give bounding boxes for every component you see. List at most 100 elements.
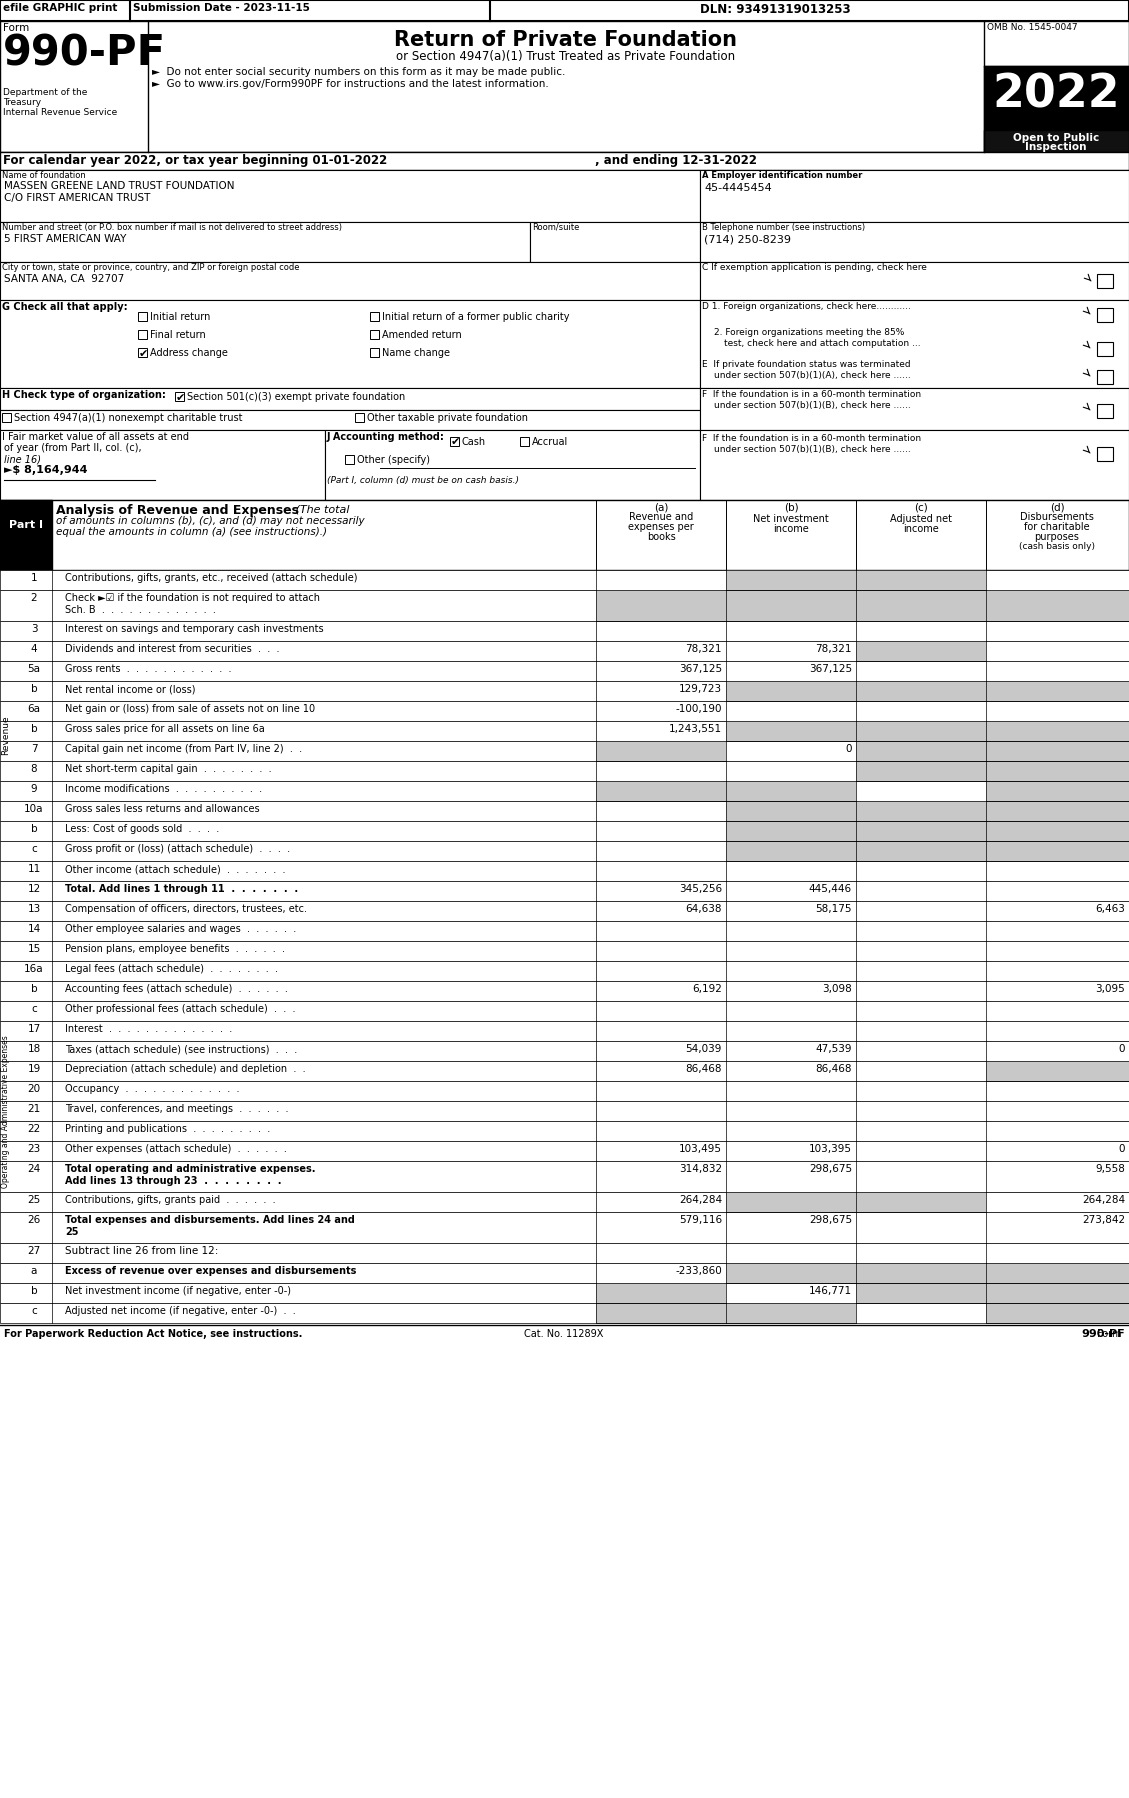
Bar: [726, 570, 856, 590]
Text: 10a: 10a: [24, 804, 44, 814]
Bar: [726, 1304, 856, 1323]
Text: 19: 19: [27, 1064, 41, 1073]
Text: c: c: [32, 1003, 37, 1014]
Bar: [325, 430, 700, 500]
Text: income: income: [773, 523, 808, 534]
Text: 367,125: 367,125: [679, 663, 723, 674]
Text: Other expenses (attach schedule)  .  .  .  .  .  .: Other expenses (attach schedule) . . . .…: [65, 1144, 287, 1154]
Bar: [726, 721, 856, 741]
Text: 26: 26: [27, 1215, 41, 1224]
Text: B Telephone number (see instructions): B Telephone number (see instructions): [702, 223, 865, 232]
Text: 20: 20: [27, 1084, 41, 1093]
Text: 12: 12: [27, 885, 41, 894]
Bar: [986, 1262, 1129, 1284]
Bar: [856, 1192, 986, 1212]
Text: b: b: [30, 823, 37, 834]
Text: Final return: Final return: [150, 331, 205, 340]
Bar: [0, 921, 1129, 940]
Text: Net short-term capital gain  .  .  .  .  .  .  .  .: Net short-term capital gain . . . . . . …: [65, 764, 272, 773]
Text: D 1. Foreign organizations, check here............: D 1. Foreign organizations, check here..…: [702, 302, 911, 311]
Text: Other (specify): Other (specify): [357, 455, 430, 466]
Bar: [596, 1284, 726, 1304]
Text: Taxes (attach schedule) (see instructions)  .  .  .: Taxes (attach schedule) (see instruction…: [65, 1045, 297, 1054]
Text: Other employee salaries and wages  .  .  .  .  .  .: Other employee salaries and wages . . . …: [65, 924, 296, 933]
Text: 14: 14: [27, 924, 41, 933]
Text: 2: 2: [30, 593, 37, 602]
Bar: [0, 500, 52, 570]
Text: 54,039: 54,039: [685, 1045, 723, 1054]
Bar: [1097, 342, 1113, 356]
Text: books: books: [647, 532, 675, 541]
Bar: [726, 1192, 856, 1212]
Bar: [1097, 273, 1113, 288]
Bar: [370, 349, 379, 358]
Text: MASSEN GREENE LAND TRUST FOUNDATION: MASSEN GREENE LAND TRUST FOUNDATION: [5, 182, 235, 191]
Text: b: b: [30, 1286, 37, 1296]
Text: 3,095: 3,095: [1095, 984, 1124, 994]
Text: Printing and publications  .  .  .  .  .  .  .  .  .: Printing and publications . . . . . . . …: [65, 1124, 270, 1135]
Text: Initial return of a former public charity: Initial return of a former public charit…: [382, 313, 569, 322]
Bar: [0, 881, 1129, 901]
Text: Adjusted net income (if negative, enter -0-)  .  .: Adjusted net income (if negative, enter …: [65, 1305, 296, 1316]
Text: Internal Revenue Service: Internal Revenue Service: [3, 108, 117, 117]
Bar: [0, 761, 1129, 780]
Bar: [0, 841, 1129, 861]
Text: Income modifications  .  .  .  .  .  .  .  .  .  .: Income modifications . . . . . . . . . .: [65, 784, 262, 795]
Bar: [856, 681, 986, 701]
Bar: [138, 349, 147, 358]
Text: (a): (a): [654, 503, 668, 512]
Bar: [700, 300, 1129, 388]
Text: 27: 27: [27, 1246, 41, 1257]
Text: Net rental income or (loss): Net rental income or (loss): [65, 683, 195, 694]
Bar: [856, 800, 986, 822]
Text: 579,116: 579,116: [679, 1215, 723, 1224]
Bar: [0, 570, 1129, 590]
Text: ►  Do not enter social security numbers on this form as it may be made public.: ► Do not enter social security numbers o…: [152, 67, 566, 77]
Text: 86,468: 86,468: [815, 1064, 852, 1073]
Text: City or town, state or province, country, and ZIP or foreign postal code: City or town, state or province, country…: [2, 263, 299, 271]
Text: Analysis of Revenue and Expenses: Analysis of Revenue and Expenses: [56, 503, 299, 518]
Bar: [0, 153, 1129, 171]
Text: 18: 18: [27, 1045, 41, 1054]
Text: Room/suite: Room/suite: [532, 223, 579, 232]
Text: Less: Cost of goods sold  .  .  .  .: Less: Cost of goods sold . . . .: [65, 823, 219, 834]
Text: Gross sales price for all assets on line 6a: Gross sales price for all assets on line…: [65, 725, 264, 734]
Bar: [856, 721, 986, 741]
Text: Gross profit or (loss) (attach schedule)  .  .  .  .: Gross profit or (loss) (attach schedule)…: [65, 843, 290, 854]
Bar: [0, 1081, 1129, 1100]
Text: c: c: [32, 1305, 37, 1316]
Text: ►$ 8,164,944: ►$ 8,164,944: [5, 466, 88, 475]
Text: (cash basis only): (cash basis only): [1019, 541, 1095, 550]
Text: ►  Go to www.irs.gov/Form990PF for instructions and the latest information.: ► Go to www.irs.gov/Form990PF for instru…: [152, 79, 549, 88]
Text: (Part I, column (d) must be on cash basis.): (Part I, column (d) must be on cash basi…: [327, 476, 519, 485]
Text: DLN: 93491319013253: DLN: 93491319013253: [700, 4, 850, 16]
Text: Total expenses and disbursements. Add lines 24 and
25: Total expenses and disbursements. Add li…: [65, 1215, 355, 1237]
Text: 264,284: 264,284: [679, 1196, 723, 1205]
Bar: [0, 500, 1129, 570]
Text: 3: 3: [30, 624, 37, 635]
Text: Capital gain net income (from Part IV, line 2)  .  .: Capital gain net income (from Part IV, l…: [65, 744, 303, 753]
Text: 103,395: 103,395: [809, 1144, 852, 1154]
Text: 8: 8: [30, 764, 37, 773]
Bar: [726, 681, 856, 701]
Bar: [986, 1061, 1129, 1081]
Text: For Paperwork Reduction Act Notice, see instructions.: For Paperwork Reduction Act Notice, see …: [5, 1329, 303, 1340]
Text: Part I: Part I: [9, 520, 43, 530]
Text: 1,243,551: 1,243,551: [668, 725, 723, 734]
Text: 264,284: 264,284: [1082, 1196, 1124, 1205]
Text: or Section 4947(a)(1) Trust Treated as Private Foundation: or Section 4947(a)(1) Trust Treated as P…: [396, 50, 736, 63]
Bar: [596, 741, 726, 761]
Bar: [0, 780, 1129, 800]
Text: Total. Add lines 1 through 11  .  .  .  .  .  .  .: Total. Add lines 1 through 11 . . . . . …: [65, 885, 298, 894]
Text: Number and street (or P.O. box number if mail is not delivered to street address: Number and street (or P.O. box number if…: [2, 223, 342, 232]
Text: Dividends and interest from securities  .  .  .: Dividends and interest from securities .…: [65, 644, 280, 654]
Text: 16a: 16a: [24, 964, 44, 975]
Bar: [0, 590, 1129, 620]
Text: Gross rents  .  .  .  .  .  .  .  .  .  .  .  .: Gross rents . . . . . . . . . . . .: [65, 663, 231, 674]
Bar: [856, 841, 986, 861]
Bar: [0, 300, 700, 388]
Bar: [986, 1284, 1129, 1304]
Text: line 16): line 16): [5, 455, 41, 464]
Text: 4: 4: [30, 644, 37, 654]
Text: Department of the: Department of the: [3, 88, 87, 97]
